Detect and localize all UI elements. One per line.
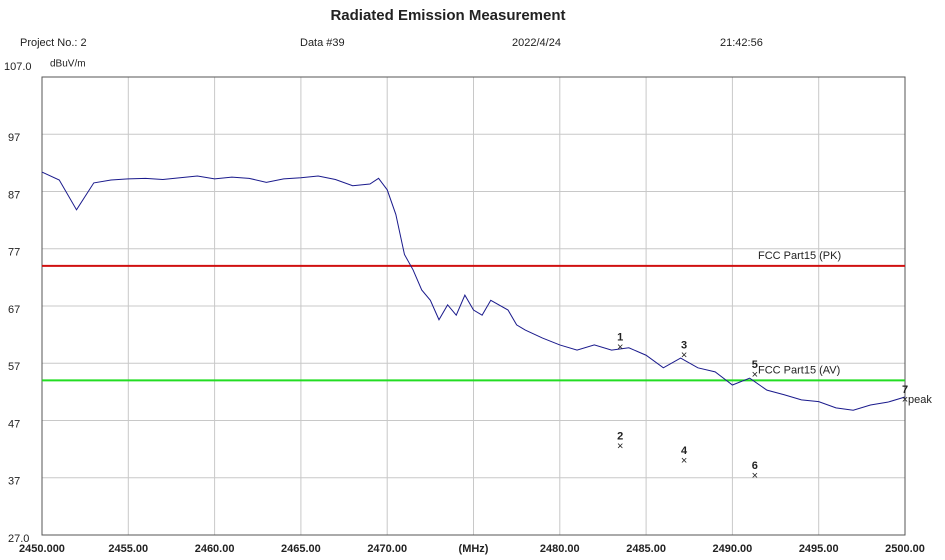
marker-label: 1 bbox=[617, 332, 623, 344]
x-tick-label: 2465.00 bbox=[281, 543, 321, 555]
y-tick-label: 57 bbox=[8, 361, 20, 373]
x-tick-label: 2490.00 bbox=[713, 543, 753, 555]
y-tick-label: 77 bbox=[8, 247, 20, 259]
x-tick-label: 2495.00 bbox=[799, 543, 839, 555]
x-tick-label: 2500.00 bbox=[885, 543, 925, 555]
marker: × bbox=[681, 350, 687, 362]
y-tick-label: 67 bbox=[8, 304, 20, 316]
y-tick-label: 47 bbox=[8, 418, 20, 430]
marker: × bbox=[752, 369, 758, 381]
marker-note: peak bbox=[908, 394, 932, 406]
limit-label: FCC Part15 (AV) bbox=[758, 364, 840, 376]
y-axis-label: dBuV/m bbox=[50, 59, 86, 70]
trace bbox=[41, 171, 906, 411]
marker-label: 4 bbox=[681, 445, 688, 457]
marker-label: 2 bbox=[617, 431, 623, 443]
marker: × bbox=[617, 342, 623, 354]
y-tick-label: 27.0 bbox=[8, 533, 29, 545]
x-tick-label: 2450.000 bbox=[19, 543, 65, 555]
y-tick-label: 107.0 bbox=[4, 61, 32, 73]
x-tick-label: 2455.00 bbox=[108, 543, 148, 555]
plot-frame bbox=[41, 76, 906, 536]
marker-label: 7 bbox=[902, 384, 908, 396]
marker: × bbox=[617, 441, 623, 453]
y-tick-label: 87 bbox=[8, 189, 20, 201]
marker: × bbox=[752, 470, 758, 482]
info: Project No.: 2 bbox=[20, 37, 87, 49]
marker-label: 6 bbox=[752, 460, 758, 472]
y-tick-label: 37 bbox=[8, 476, 20, 488]
limit-label: FCC Part15 (PK) bbox=[758, 250, 841, 262]
chart-title: Radiated Emission Measurement bbox=[330, 7, 565, 24]
x-tick-label: (MHz) bbox=[459, 543, 489, 555]
marker-label: 3 bbox=[681, 340, 687, 352]
marker: × bbox=[902, 394, 908, 406]
x-tick-label: 2470.00 bbox=[367, 543, 407, 555]
info: 21:42:56 bbox=[720, 37, 763, 49]
x-tick-label: 2485.00 bbox=[626, 543, 666, 555]
y-tick-label: 97 bbox=[8, 132, 20, 144]
info: 2022/4/24 bbox=[512, 37, 561, 49]
x-tick-label: 2460.00 bbox=[195, 543, 235, 555]
marker-label: 5 bbox=[752, 359, 758, 371]
x-tick-label: 2480.00 bbox=[540, 543, 580, 555]
marker: × bbox=[681, 455, 687, 467]
info: Data #39 bbox=[300, 37, 345, 49]
